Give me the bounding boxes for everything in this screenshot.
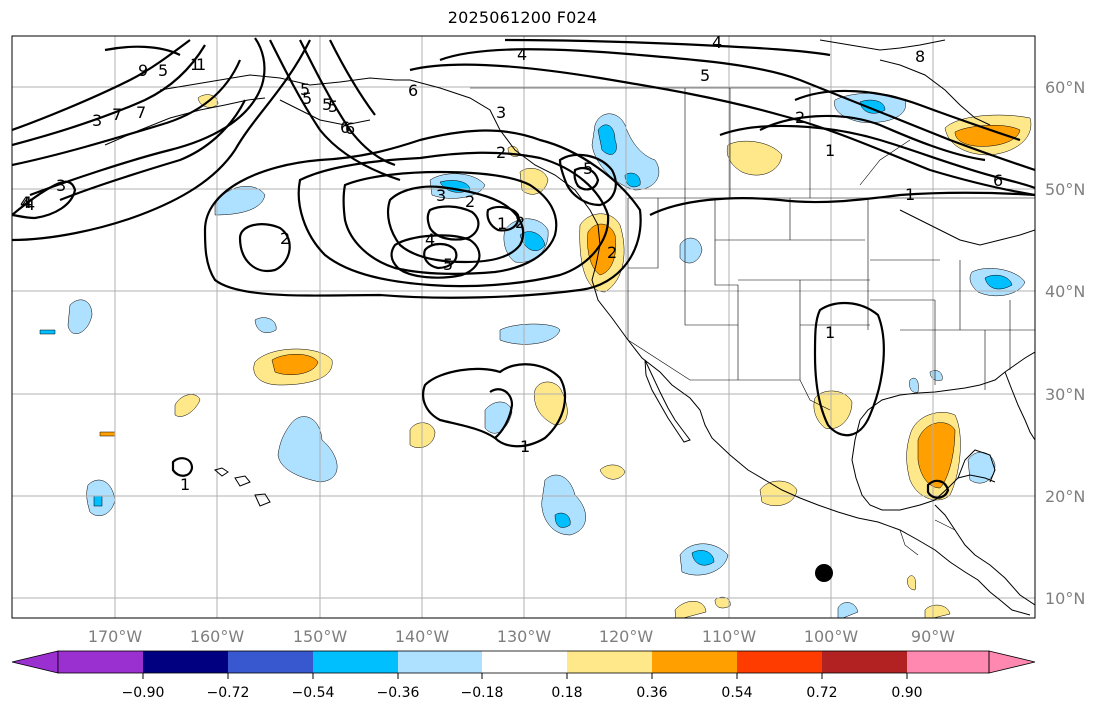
colorbar-extend-min — [11, 650, 59, 674]
contour-label: 1 — [180, 475, 190, 494]
contour-label: 5 — [443, 255, 453, 274]
contour-label: 3 — [436, 186, 446, 205]
contour-label: 7 — [136, 103, 146, 122]
contour-label: 6 — [408, 81, 418, 100]
colorbar-segment — [143, 651, 228, 673]
lon-label: 150°W — [293, 627, 348, 646]
contour-lines — [12, 37, 1035, 499]
colorbar-segment — [228, 651, 313, 673]
contour-label: 2 — [496, 143, 506, 162]
contour-label: 2 — [607, 243, 617, 262]
contour-label: 6 — [340, 118, 350, 137]
colorbar-segment — [822, 651, 907, 673]
contour-label: 1 — [825, 323, 835, 342]
colorbar: −0.90 −0.72 −0.54 −0.36 −0.18 0.18 0.36 … — [11, 650, 1036, 701]
contour-label: 5 — [302, 89, 312, 108]
contour-label: 5 — [583, 159, 593, 178]
colorbar-tick-label: 0.36 — [636, 685, 667, 701]
colorbar-segment — [567, 651, 652, 673]
colorbar-tick-label: −0.90 — [122, 685, 165, 701]
colorbar-segment — [313, 651, 398, 673]
lon-label: 170°W — [88, 627, 143, 646]
lat-label: 10°N — [1045, 589, 1085, 608]
colorbar-tick-label: 0.72 — [806, 685, 837, 701]
latitude-labels: 60°N 50°N 40°N 30°N 20°N 10°N — [1045, 78, 1085, 608]
contour-label: 1 — [905, 185, 915, 204]
contour-label: 4 — [712, 33, 722, 52]
contour-label: 3 — [92, 111, 102, 130]
contour-label: 2 — [465, 192, 475, 211]
colorbar-tick-label: 0.90 — [891, 685, 922, 701]
colorbar-extend-max — [988, 650, 1036, 674]
lon-label: 130°W — [497, 627, 552, 646]
graticule — [12, 36, 1035, 618]
contour-label: 6 — [993, 171, 1003, 190]
map-title: 2025061200 F024 — [447, 8, 598, 27]
contour-label: 2 — [280, 229, 290, 248]
contour-labels: 9 7 5 1 3 5 7 4 3 1 2 3 4 5 6 5 4 6 2 3 … — [20, 33, 1003, 494]
colorbar-tick-label: −0.36 — [377, 685, 420, 701]
lon-label: 110°W — [702, 627, 757, 646]
lat-label: 50°N — [1045, 180, 1085, 199]
contour-label: 5 — [700, 66, 710, 85]
contour-label: 5 — [328, 97, 338, 116]
location-marker — [815, 564, 833, 582]
contour-label: 4 — [20, 193, 30, 212]
colorbar-tick-label: −0.72 — [207, 685, 250, 701]
contour-label: 1 — [520, 437, 530, 456]
lon-label: 140°W — [395, 627, 450, 646]
shaded-anomalies — [39, 93, 1032, 618]
contour-label: 2 — [795, 108, 805, 127]
contour-label: 9 — [138, 61, 148, 80]
colorbar-segment — [482, 651, 567, 673]
lon-label: 120°W — [599, 627, 654, 646]
lon-label: 160°W — [190, 627, 245, 646]
lat-label: 20°N — [1045, 487, 1085, 506]
longitude-labels: 170°W 160°W 150°W 140°W 130°W 120°W 110°… — [88, 627, 955, 646]
colorbar-tick-label: −0.18 — [461, 685, 504, 701]
colorbar-segment — [907, 651, 989, 673]
colorbar-segment — [652, 651, 737, 673]
contour-label: 5 — [322, 95, 332, 114]
contour-label: 8 — [915, 47, 925, 66]
colorbar-tick-label: 0.54 — [721, 685, 752, 701]
contour-label: 7 — [112, 105, 122, 124]
contour-label: 4 — [22, 193, 32, 212]
lon-label: 90°W — [911, 627, 955, 646]
contour-label: 4 — [517, 45, 527, 64]
contour-label: 5 — [300, 80, 310, 99]
lat-label: 30°N — [1045, 385, 1085, 404]
colorbar-tick-label: −0.54 — [292, 685, 335, 701]
contour-label: 4 — [425, 230, 435, 249]
contour-label: 5 — [158, 61, 168, 80]
lon-label: 100°W — [804, 627, 859, 646]
colorbar-segment — [58, 651, 143, 673]
contour-label: 1 — [825, 141, 835, 160]
map-frame — [11, 35, 1036, 619]
colorbar-ticks — [142, 673, 908, 679]
colorbar-tick-label: 0.18 — [551, 685, 582, 701]
contour-label: 1 — [196, 55, 206, 74]
lat-label: 40°N — [1045, 282, 1085, 301]
colorbar-segment — [398, 651, 482, 673]
contour-label: 1 — [190, 55, 200, 74]
colorbar-segment — [737, 651, 822, 673]
lat-label: 60°N — [1045, 78, 1085, 97]
contour-label: 3 — [496, 103, 506, 122]
contour-label: 2 — [515, 213, 525, 232]
contour-label: 3 — [56, 176, 66, 195]
contour-label: 4 — [25, 195, 35, 214]
contour-label: 1 — [497, 214, 507, 233]
coastlines — [104, 39, 1035, 616]
contour-label: 6 — [345, 119, 355, 138]
